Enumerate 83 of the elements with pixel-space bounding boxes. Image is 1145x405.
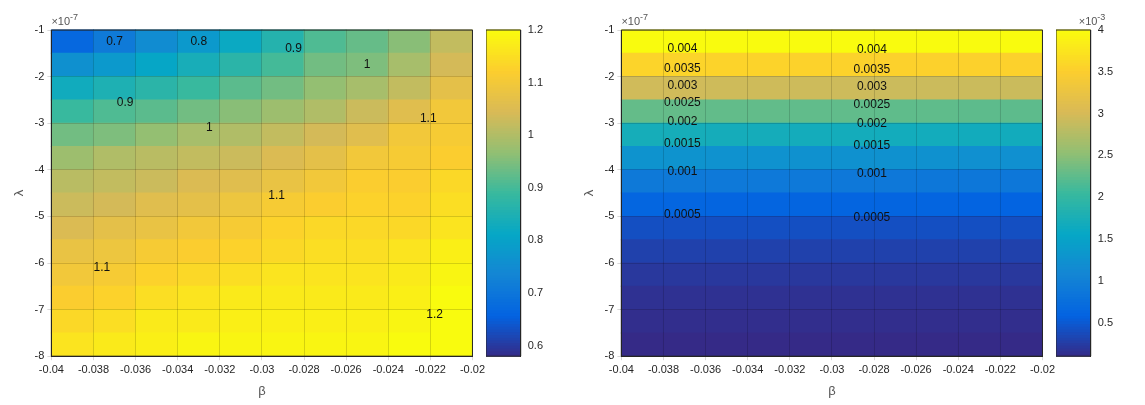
- annotation: 0.0025: [853, 96, 891, 111]
- x-tick-label: -0.028: [288, 362, 320, 375]
- color-bar-label: 0.7: [527, 286, 544, 299]
- x-tick-label: -0.034: [732, 362, 764, 375]
- annotation: 0.8: [190, 33, 208, 48]
- y-tick-label: -1: [604, 23, 615, 36]
- annotation: 0.0035: [853, 61, 891, 76]
- annotation: 0.0025: [664, 95, 702, 110]
- x-axis-title: β: [258, 382, 266, 398]
- color-bar-label: 3: [1097, 106, 1104, 119]
- y-tick-label: -4: [34, 162, 45, 175]
- x-tick-label: -0.022: [984, 362, 1016, 375]
- y-tick-label: -6: [604, 256, 615, 269]
- y-tick-label: -4: [604, 162, 615, 175]
- x-tick-label: -0.04: [38, 362, 64, 375]
- color-bar-label: 0.9: [527, 180, 544, 193]
- annotation: 1: [205, 120, 213, 135]
- color-bar-label: 0.5: [1097, 315, 1114, 328]
- annotation: 0.002: [667, 114, 698, 129]
- x-tick-label: -0.038: [77, 362, 110, 375]
- annotation: 0.001: [667, 164, 698, 179]
- color-bar-label: 1: [527, 128, 534, 141]
- color-bar-label: 0.8: [527, 233, 544, 246]
- annotation: 0.004: [856, 41, 888, 56]
- x-tick-label: -0.02: [1029, 362, 1055, 375]
- y-tick-label: -5: [34, 209, 45, 222]
- annotation: 0.0005: [664, 207, 702, 222]
- x-tick-label: -0.026: [900, 362, 932, 375]
- annotation: 1: [363, 57, 371, 72]
- x-tick-label: -0.026: [330, 362, 362, 375]
- x-tick-label: -0.022: [414, 362, 446, 375]
- y-tick-label: -3: [604, 116, 615, 129]
- color-bar-label: 0.6: [527, 338, 544, 351]
- color-bar-label: 1.1: [527, 75, 544, 88]
- color-bar-label: 2: [1097, 190, 1104, 203]
- color-bar-label: 3.5: [1097, 64, 1114, 77]
- x-tick-label: -0.04: [608, 362, 634, 375]
- annotation: 0.002: [856, 115, 888, 130]
- color-bar-label: 1.5: [1097, 232, 1114, 245]
- x-tick-label: -0.032: [204, 362, 236, 375]
- annotation: 0.003: [856, 79, 888, 94]
- annotation: 1.1: [419, 110, 437, 125]
- x-tick-label: -0.036: [120, 362, 152, 375]
- annotation: 0.0035: [664, 60, 702, 75]
- x-tick-label: -0.03: [819, 362, 845, 375]
- x-tick-label: -0.024: [372, 362, 404, 375]
- x-tick-label: -0.024: [942, 362, 974, 375]
- x-tick-label: -0.02: [459, 362, 485, 375]
- x-tick-label: -0.038: [647, 362, 680, 375]
- y-tick-label: -8: [604, 349, 615, 362]
- annotation: 0.0005: [853, 210, 891, 225]
- annotation: 0.0015: [853, 137, 891, 152]
- x-tick-label: -0.034: [162, 362, 194, 375]
- annotation: 0.0015: [664, 136, 702, 151]
- x-tick-label: -0.028: [858, 362, 890, 375]
- y-tick-label: -7: [34, 302, 45, 315]
- color-bar-label: 1: [1097, 273, 1104, 286]
- y-axis-title: λ: [581, 189, 597, 197]
- annotation: 1.1: [268, 187, 286, 202]
- annotation: 0.004: [667, 40, 698, 55]
- y-tick-label: -5: [604, 209, 615, 222]
- annotation: 0.9: [285, 40, 303, 55]
- y-tick-label: -6: [34, 256, 45, 269]
- color-bar-label: 4: [1097, 23, 1104, 36]
- x-tick-label: -0.032: [774, 362, 806, 375]
- annotation: 0.9: [116, 94, 134, 109]
- x-axis-title: β: [828, 382, 836, 398]
- y-tick-label: -2: [604, 69, 615, 82]
- color-bar-label: 2.5: [1097, 148, 1114, 161]
- y-tick-label: -2: [34, 69, 45, 82]
- annotation: 0.001: [856, 165, 888, 180]
- y-tick-label: -7: [604, 302, 615, 315]
- annotation: 1.1: [93, 259, 111, 274]
- annotation: 0.7: [106, 33, 124, 48]
- x-tick-label: -0.03: [249, 362, 275, 375]
- color-bar-label: 1.2: [527, 23, 544, 36]
- y-axis-title: λ: [11, 189, 27, 197]
- y-tick-label: -3: [34, 116, 45, 129]
- y-tick-label: -8: [34, 349, 45, 362]
- x-tick-label: -0.036: [690, 362, 722, 375]
- annotation: 0.003: [667, 78, 698, 93]
- annotation: 1.2: [426, 306, 444, 321]
- y-tick-label: -1: [34, 23, 45, 36]
